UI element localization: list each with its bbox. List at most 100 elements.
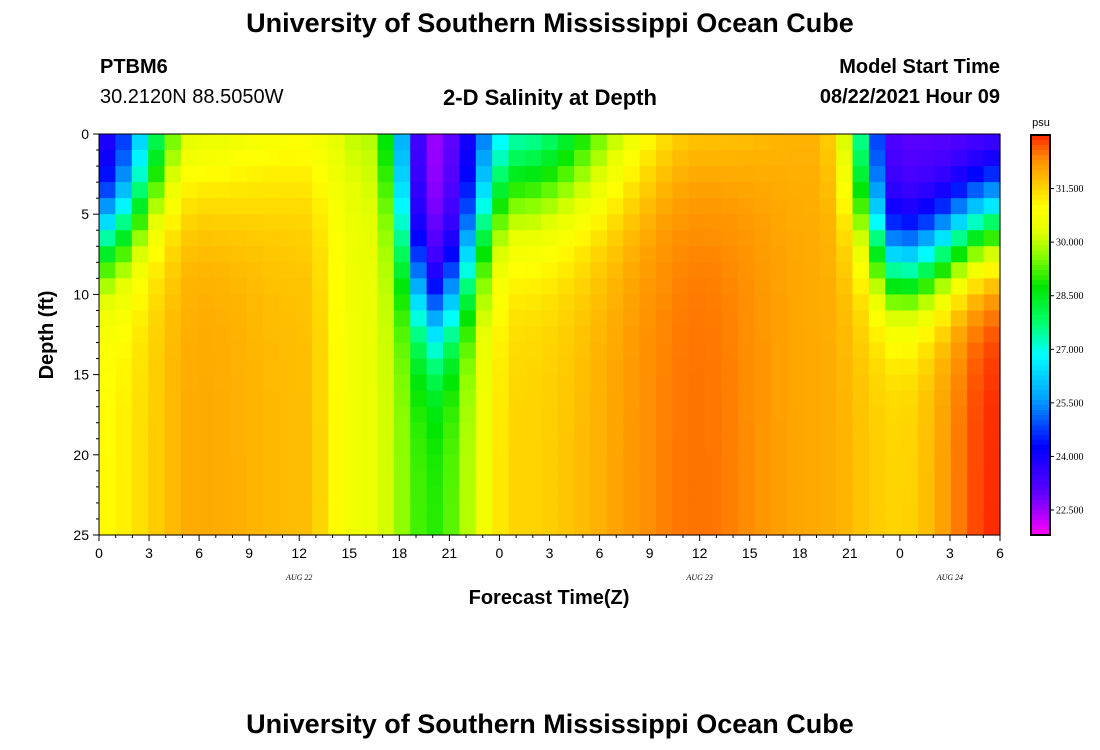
heatmap-cell — [99, 278, 116, 295]
heatmap-cell — [443, 502, 460, 520]
heatmap-cell — [508, 390, 526, 408]
heatmap-cell — [901, 246, 919, 263]
heatmap-cell — [246, 246, 264, 263]
heatmap-cell — [475, 406, 493, 424]
heatmap-cell — [459, 310, 477, 328]
heatmap-cell — [705, 518, 723, 536]
heatmap-cell — [492, 390, 510, 408]
heatmap-cell — [655, 470, 673, 488]
heatmap-cell — [148, 326, 166, 344]
heatmap-cell — [361, 310, 379, 328]
heatmap-cell — [295, 214, 313, 231]
heatmap-cell — [967, 438, 985, 456]
heatmap-cell — [655, 150, 673, 167]
heatmap-cell — [311, 198, 329, 215]
heatmap-cell — [639, 230, 657, 247]
heatmap-cell — [361, 358, 379, 376]
heatmap-cell — [770, 294, 788, 312]
heatmap-cell — [983, 342, 1001, 360]
heatmap-cell — [590, 518, 608, 536]
heatmap-cell — [672, 294, 690, 312]
heatmap-cell — [590, 150, 608, 167]
heatmap-cell — [885, 214, 903, 231]
heatmap-cell — [967, 454, 985, 472]
heatmap-cell — [361, 342, 379, 360]
heatmap-cell — [983, 326, 1001, 344]
heatmap-cell — [246, 454, 264, 472]
heatmap-cell — [672, 134, 690, 151]
heatmap-cell — [148, 182, 166, 199]
heatmap-cell — [508, 486, 526, 504]
heatmap-cell — [328, 214, 346, 231]
heatmap-cell — [983, 294, 1001, 312]
heatmap-cell — [197, 470, 215, 488]
heatmap-cell — [852, 134, 870, 151]
heatmap-cell — [246, 150, 264, 167]
heatmap-cell — [443, 422, 460, 440]
heatmap-cell — [213, 374, 231, 392]
heatmap-cell — [639, 502, 657, 520]
colorbar-tick-label: 30.000 — [1056, 238, 1084, 249]
heatmap-cell — [787, 358, 805, 376]
heatmap-cell — [492, 278, 510, 295]
heatmap-cell — [639, 422, 657, 440]
colorbar-segment — [1031, 530, 1050, 536]
heatmap-cell — [967, 374, 985, 392]
heatmap-cell — [377, 342, 395, 360]
heatmap-cell — [950, 182, 968, 199]
heatmap-cell — [623, 422, 641, 440]
heatmap-cell — [705, 326, 723, 344]
heatmap-cell — [131, 326, 149, 344]
heatmap-cell — [655, 278, 673, 295]
x-tick-label: 15 — [742, 545, 758, 561]
heatmap-cell — [246, 358, 264, 376]
heatmap-cell — [524, 454, 542, 472]
colorbar-segment — [1031, 320, 1050, 326]
heatmap-cell — [574, 374, 592, 392]
colorbar-segment — [1031, 280, 1050, 286]
heatmap-cell — [950, 486, 968, 504]
heatmap-cell — [295, 422, 313, 440]
heatmap-cell — [672, 214, 690, 231]
heatmap-cell — [246, 502, 264, 520]
heatmap-cell — [344, 406, 362, 424]
heatmap-cell — [492, 406, 510, 424]
heatmap-cell — [492, 182, 510, 199]
colorbar-segment — [1031, 410, 1050, 416]
heatmap-cell — [443, 166, 460, 183]
heatmap-cell — [426, 182, 444, 199]
heatmap-cell — [737, 486, 755, 504]
heatmap-cell — [148, 374, 166, 392]
heatmap-cell — [295, 166, 313, 183]
heatmap-cell — [180, 214, 198, 231]
heatmap-cell — [164, 182, 182, 199]
heatmap-cell — [770, 310, 788, 328]
heatmap-cell — [623, 374, 641, 392]
heatmap-cell — [197, 214, 215, 231]
heatmap-cell — [868, 182, 886, 199]
heatmap-cell — [541, 246, 559, 263]
heatmap-cell — [459, 406, 477, 424]
heatmap-cell — [934, 182, 952, 199]
heatmap-cell — [475, 374, 493, 392]
colorbar-segment — [1031, 160, 1050, 166]
heatmap-cell — [361, 198, 379, 215]
heatmap-cell — [770, 214, 788, 231]
heatmap-cell — [180, 406, 198, 424]
heatmap-cell — [639, 374, 657, 392]
heatmap-cell — [672, 310, 690, 328]
heatmap-cell — [99, 166, 116, 183]
heatmap-cell — [803, 150, 821, 167]
heatmap-cell — [426, 502, 444, 520]
heatmap-cell — [688, 150, 706, 167]
heatmap-cell — [885, 390, 903, 408]
heatmap-cell — [606, 358, 624, 376]
heatmap-cell — [311, 342, 329, 360]
heatmap-cell — [410, 422, 428, 440]
heatmap-cell — [262, 214, 280, 231]
heatmap-cell — [344, 150, 362, 167]
heatmap-cell — [541, 502, 559, 520]
colorbar-segment — [1031, 210, 1050, 216]
heatmap-cell — [328, 134, 346, 151]
heatmap-cell — [737, 374, 755, 392]
